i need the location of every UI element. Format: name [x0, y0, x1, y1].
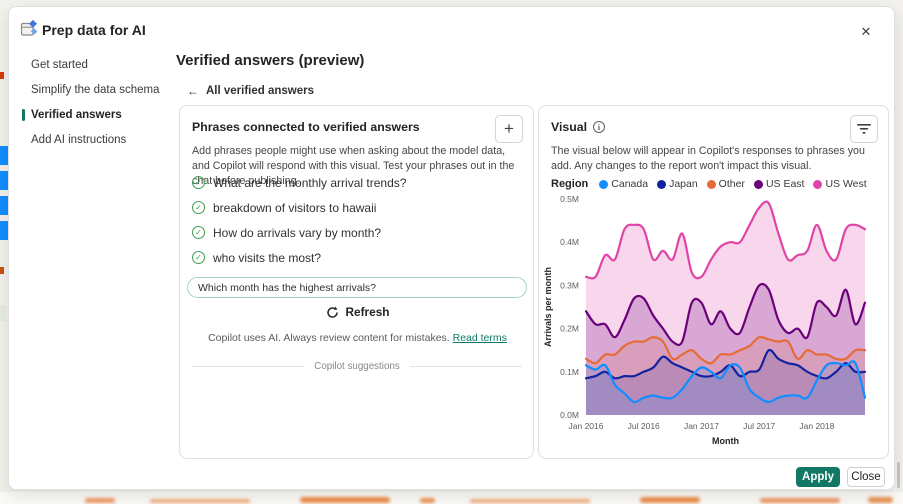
legend-name: US West — [825, 178, 867, 190]
underlay-bottom-strip — [0, 492, 903, 504]
phrase-text: What are the monthly arrival trends? — [213, 175, 407, 190]
disclaimer-text: Copilot uses AI. Always review content f… — [208, 332, 450, 344]
sidebar-item-get-started[interactable]: Get started — [31, 59, 88, 71]
series-line-canada — [584, 360, 867, 404]
underlay-blue-tile — [0, 146, 8, 165]
close-button[interactable]: Close — [847, 467, 885, 487]
check-icon: ✓ — [192, 176, 205, 189]
refresh-icon — [326, 306, 338, 318]
legend-name: Other — [718, 178, 745, 190]
legend-item-us-east: US East — [753, 178, 805, 190]
series-line-us-east — [584, 282, 867, 347]
add-phrase-button[interactable]: + — [495, 115, 523, 143]
x-axis-tick: Jan 2018 — [799, 421, 834, 431]
underlay-blue-tile — [0, 221, 8, 240]
y-axis-tick: 0.5M — [560, 194, 579, 204]
chart-legend: Region Canada Japan Other US East US West — [551, 178, 881, 190]
y-axis-tick: 0.4M — [560, 237, 579, 247]
visual-card-title: Visual i — [551, 120, 606, 134]
info-icon[interactable]: i — [593, 121, 606, 133]
scrollbar-thumb[interactable] — [897, 462, 900, 488]
legend-dot — [706, 179, 716, 189]
prep-data-dialog: Prep data for AI ✕ Get started Simplify t… — [8, 6, 895, 490]
visual-card: Visual i The visual below will appear in… — [538, 105, 889, 459]
sidebar-item-simplify-the-data-schema[interactable]: Simplify the data schema — [31, 84, 160, 96]
legend-dot — [657, 179, 667, 189]
legend-item-japan: Japan — [657, 178, 698, 190]
y-axis-tick: 0.2M — [560, 324, 579, 334]
underlay-blue-tile — [0, 171, 8, 190]
ai-disclaimer: Copilot uses AI. Always review content f… — [180, 332, 535, 344]
x-axis-tick: Jul 2016 — [628, 421, 660, 431]
check-icon: ✓ — [192, 226, 205, 239]
series-area-canada — [586, 361, 865, 415]
series-line-other — [584, 335, 867, 365]
series-area-us-east — [586, 283, 865, 415]
phrase-item[interactable]: ✓ What are the monthly arrival trends? — [192, 170, 522, 195]
back-link-label: All verified answers — [206, 85, 315, 97]
sidebar-item-add-ai-instructions[interactable]: Add AI instructions — [31, 134, 127, 146]
underlay-green-mark — [0, 305, 6, 321]
visual-title-label: Visual — [551, 120, 588, 134]
phrase-text: who visits the most? — [213, 250, 322, 265]
close-icon[interactable]: ✕ — [860, 24, 872, 39]
sidebar-item-verified-answers[interactable]: Verified answers — [9, 103, 169, 128]
legend-name: US East — [765, 178, 805, 190]
copilot-suggestions-divider: Copilot suggestions — [192, 361, 523, 372]
filter-icon — [857, 124, 871, 134]
phrase-item[interactable]: ✓ How do arrivals vary by month? — [192, 220, 522, 245]
phrase-list: ✓ What are the monthly arrival trends? ✓ br… — [192, 170, 522, 270]
legend-name: Japan — [669, 178, 698, 190]
check-icon: ✓ — [192, 201, 205, 214]
series-line-japan — [584, 348, 867, 380]
legend-item-other: Other — [706, 178, 745, 190]
visual-card-description: The visual below will appear in Copilot'… — [551, 145, 865, 172]
arrivals-chart: 0.0M 0.1M 0.2M 0.3M 0.4M 0.5M Jan 2016 Jul 2016… — [541, 192, 888, 456]
plus-icon: + — [504, 118, 514, 138]
legend-item-canada: Canada — [599, 178, 648, 190]
sidebar-nav: Get started Simplify the data schema Verif… — [9, 53, 169, 153]
page-title: Verified answers (preview) — [176, 52, 365, 69]
legend-name: Canada — [611, 178, 649, 190]
dialog-title: Prep data for AI — [42, 22, 146, 38]
visual-chart-svg: 0.0M 0.1M 0.2M 0.3M 0.4M 0.5M Jan 2016 Jul 2016… — [543, 194, 867, 446]
legend-item-us-west: US West — [813, 178, 867, 190]
underlay-orange-mark — [0, 267, 4, 274]
series-line-us-west — [584, 200, 867, 280]
x-axis-tick: Jul 2017 — [743, 421, 775, 431]
legend-dot — [753, 179, 763, 189]
back-to-all-verified-answers[interactable]: ← All verified answers — [187, 84, 314, 98]
y-axis-tick: 0.0M — [560, 410, 579, 420]
phrase-item[interactable]: ✓ breakdown of visitors to hawaii — [192, 195, 522, 220]
filter-button[interactable] — [850, 115, 878, 143]
y-axis-title: Arrivals per month — [543, 267, 553, 347]
underlay-orange-mark — [0, 72, 4, 79]
suggested-phrase-input[interactable] — [187, 277, 527, 298]
phrases-card-description: Add phrases people might use when asking… — [192, 145, 515, 187]
phrase-item[interactable]: ✓ who visits the most? — [192, 245, 522, 270]
y-axis-tick: 0.3M — [560, 280, 579, 290]
legend-dot — [813, 179, 823, 189]
read-terms-link[interactable]: Read terms — [452, 332, 507, 344]
phrases-card: Phrases connected to verified answers + … — [179, 105, 534, 459]
back-arrow-icon: ← — [187, 84, 199, 98]
copilot-suggestions-label: Copilot suggestions — [314, 361, 400, 372]
underlay-blue-tile — [0, 196, 8, 215]
refresh-button[interactable]: Refresh — [180, 305, 535, 319]
legend-title: Region — [551, 178, 589, 190]
refresh-label: Refresh — [345, 305, 390, 319]
phrase-text: breakdown of visitors to hawaii — [213, 200, 377, 215]
x-axis-title: Month — [712, 436, 739, 446]
chart-legend-items: Canada Japan Other US East US West — [599, 178, 867, 190]
phrases-card-title: Phrases connected to verified answers — [192, 120, 420, 134]
apply-button[interactable]: Apply — [796, 467, 840, 487]
x-axis-tick: Jan 2017 — [684, 421, 719, 431]
prep-data-icon — [20, 20, 38, 36]
x-axis-tick: Jan 2016 — [569, 421, 604, 431]
phrase-text: How do arrivals vary by month? — [213, 225, 382, 240]
legend-dot — [599, 179, 609, 189]
series-area-us-west — [586, 201, 865, 415]
y-axis-tick: 0.1M — [560, 367, 579, 377]
check-icon: ✓ — [192, 251, 205, 264]
